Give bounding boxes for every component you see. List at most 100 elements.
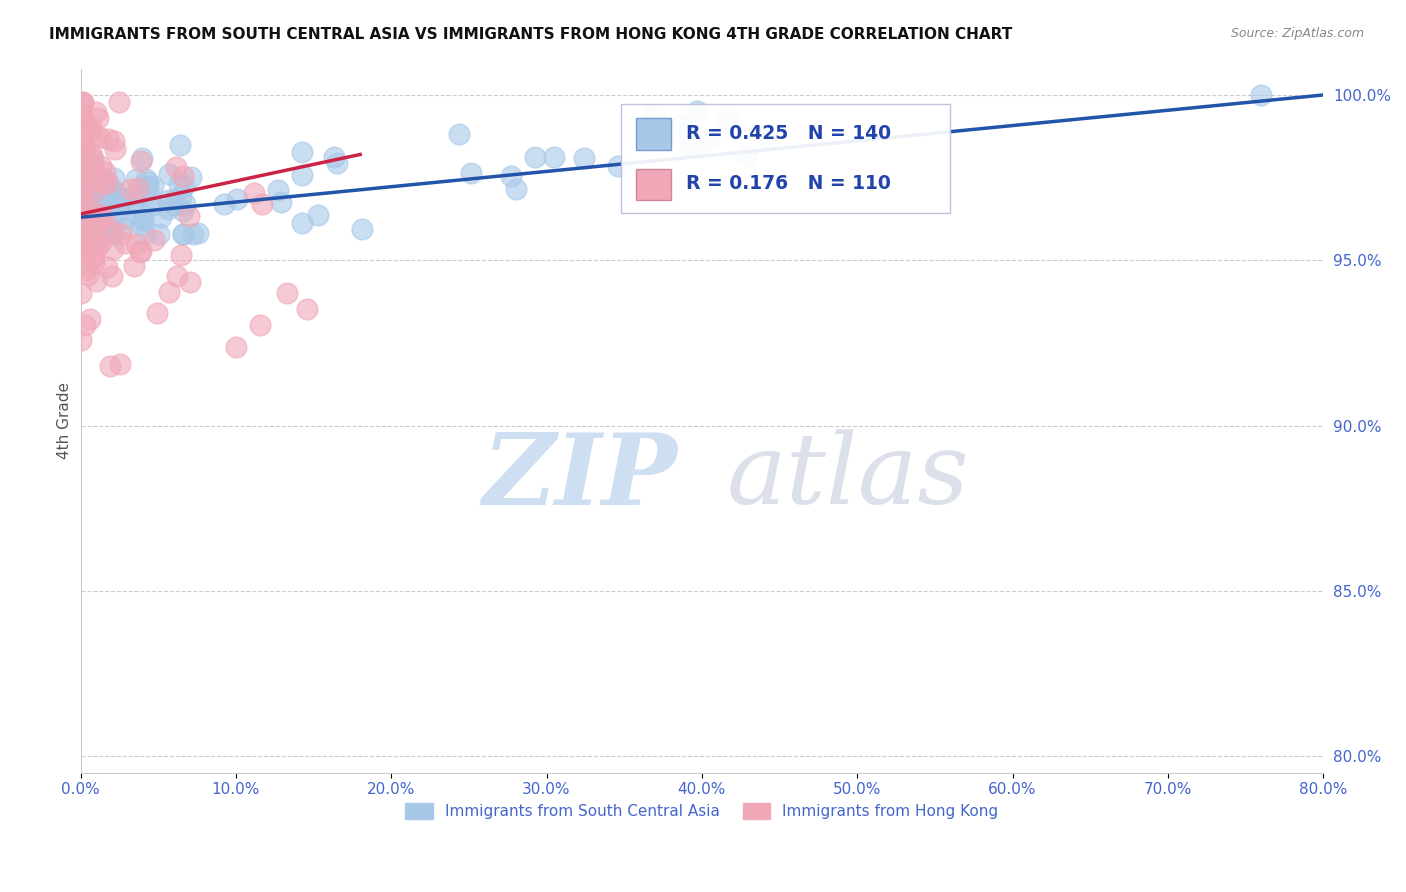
Immigrants from Hong Kong — [80, 150, 103, 164]
Immigrants from South Central Asia — [159, 193, 181, 207]
Immigrants from Hong Kong — [166, 269, 188, 284]
Immigrants from Hong Kong — [79, 123, 101, 137]
Immigrants from South Central Asia — [77, 222, 100, 236]
Legend: Immigrants from South Central Asia, Immigrants from Hong Kong: Immigrants from South Central Asia, Immi… — [399, 797, 1005, 825]
Immigrants from Hong Kong — [69, 195, 91, 210]
Immigrants from Hong Kong — [89, 129, 111, 144]
Immigrants from Hong Kong — [70, 151, 93, 165]
Immigrants from Hong Kong — [69, 199, 91, 213]
Immigrants from Hong Kong — [77, 235, 100, 249]
Immigrants from Hong Kong — [73, 318, 96, 332]
Immigrants from Hong Kong — [73, 257, 96, 271]
Immigrants from Hong Kong — [69, 95, 91, 109]
Immigrants from South Central Asia — [270, 194, 292, 209]
Immigrants from South Central Asia — [84, 192, 107, 206]
Immigrants from South Central Asia — [79, 195, 101, 210]
Immigrants from South Central Asia — [543, 150, 565, 164]
Immigrants from South Central Asia — [72, 227, 94, 241]
Immigrants from South Central Asia — [125, 171, 148, 186]
Text: atlas: atlas — [727, 429, 970, 524]
Immigrants from Hong Kong — [75, 223, 97, 237]
Text: IMMIGRANTS FROM SOUTH CENTRAL ASIA VS IMMIGRANTS FROM HONG KONG 4TH GRADE CORREL: IMMIGRANTS FROM SOUTH CENTRAL ASIA VS IM… — [49, 27, 1012, 42]
Immigrants from South Central Asia — [87, 213, 110, 227]
Immigrants from South Central Asia — [187, 226, 209, 240]
Immigrants from South Central Asia — [98, 180, 121, 194]
Immigrants from Hong Kong — [83, 128, 105, 143]
Immigrants from South Central Asia — [80, 204, 103, 219]
Immigrants from Hong Kong — [89, 214, 111, 228]
Immigrants from Hong Kong — [83, 184, 105, 198]
Immigrants from South Central Asia — [291, 169, 314, 183]
Immigrants from Hong Kong — [87, 209, 110, 223]
Immigrants from South Central Asia — [322, 150, 344, 164]
Immigrants from Hong Kong — [82, 165, 104, 179]
Immigrants from South Central Asia — [79, 184, 101, 198]
Immigrants from South Central Asia — [97, 195, 120, 210]
Immigrants from South Central Asia — [139, 190, 162, 204]
Immigrants from South Central Asia — [114, 211, 136, 226]
Immigrants from Hong Kong — [83, 235, 105, 249]
Immigrants from Hong Kong — [90, 159, 112, 173]
Immigrants from Hong Kong — [76, 171, 98, 186]
Immigrants from South Central Asia — [96, 219, 118, 234]
Immigrants from South Central Asia — [129, 219, 152, 233]
Immigrants from South Central Asia — [80, 157, 103, 171]
Immigrants from South Central Asia — [326, 156, 349, 170]
Immigrants from Hong Kong — [72, 95, 94, 109]
Immigrants from South Central Asia — [83, 207, 105, 221]
Immigrants from Hong Kong — [79, 235, 101, 250]
Immigrants from South Central Asia — [165, 192, 187, 206]
Immigrants from South Central Asia — [669, 119, 692, 133]
Immigrants from Hong Kong — [276, 285, 298, 300]
Immigrants from Hong Kong — [89, 215, 111, 229]
Immigrants from South Central Asia — [267, 183, 290, 197]
Immigrants from South Central Asia — [172, 204, 194, 219]
Immigrants from South Central Asia — [112, 191, 135, 205]
Immigrants from Hong Kong — [129, 244, 152, 259]
Immigrants from South Central Asia — [124, 205, 146, 219]
Immigrants from South Central Asia — [100, 195, 122, 210]
Immigrants from South Central Asia — [156, 202, 179, 217]
Immigrants from Hong Kong — [70, 212, 93, 227]
Immigrants from South Central Asia — [84, 189, 107, 203]
Immigrants from Hong Kong — [118, 181, 141, 195]
Immigrants from Hong Kong — [179, 275, 201, 289]
Immigrants from South Central Asia — [72, 176, 94, 190]
Immigrants from South Central Asia — [180, 170, 202, 185]
Immigrants from South Central Asia — [499, 169, 522, 184]
Immigrants from Hong Kong — [104, 142, 127, 156]
Immigrants from South Central Asia — [142, 198, 165, 212]
Immigrants from Hong Kong — [69, 240, 91, 254]
Immigrants from Hong Kong — [72, 194, 94, 209]
Immigrants from Hong Kong — [82, 172, 104, 186]
Immigrants from South Central Asia — [77, 227, 100, 241]
Immigrants from Hong Kong — [82, 147, 104, 161]
Immigrants from South Central Asia — [83, 227, 105, 241]
Immigrants from South Central Asia — [167, 177, 190, 191]
Immigrants from South Central Asia — [77, 190, 100, 204]
Immigrants from South Central Asia — [82, 153, 104, 167]
Immigrants from South Central Asia — [290, 216, 312, 230]
Immigrants from South Central Asia — [125, 195, 148, 210]
Immigrants from Hong Kong — [77, 268, 100, 283]
Immigrants from South Central Asia — [84, 216, 107, 230]
Immigrants from South Central Asia — [572, 151, 595, 165]
Immigrants from South Central Asia — [107, 196, 129, 211]
Immigrants from South Central Asia — [716, 112, 738, 126]
Immigrants from South Central Asia — [93, 188, 115, 202]
Immigrants from South Central Asia — [84, 227, 107, 241]
Immigrants from Hong Kong — [97, 132, 120, 146]
Immigrants from South Central Asia — [86, 219, 108, 233]
Immigrants from South Central Asia — [86, 197, 108, 211]
Immigrants from South Central Asia — [70, 183, 93, 197]
Immigrants from Hong Kong — [94, 165, 117, 179]
Immigrants from Hong Kong — [108, 95, 131, 109]
Immigrants from South Central Asia — [136, 178, 159, 193]
Immigrants from South Central Asia — [90, 215, 112, 229]
Immigrants from South Central Asia — [101, 227, 124, 241]
Immigrants from South Central Asia — [76, 227, 98, 241]
Immigrants from South Central Asia — [159, 167, 181, 181]
Immigrants from South Central Asia — [134, 227, 156, 241]
Text: Source: ZipAtlas.com: Source: ZipAtlas.com — [1230, 27, 1364, 40]
Immigrants from Hong Kong — [250, 197, 273, 211]
